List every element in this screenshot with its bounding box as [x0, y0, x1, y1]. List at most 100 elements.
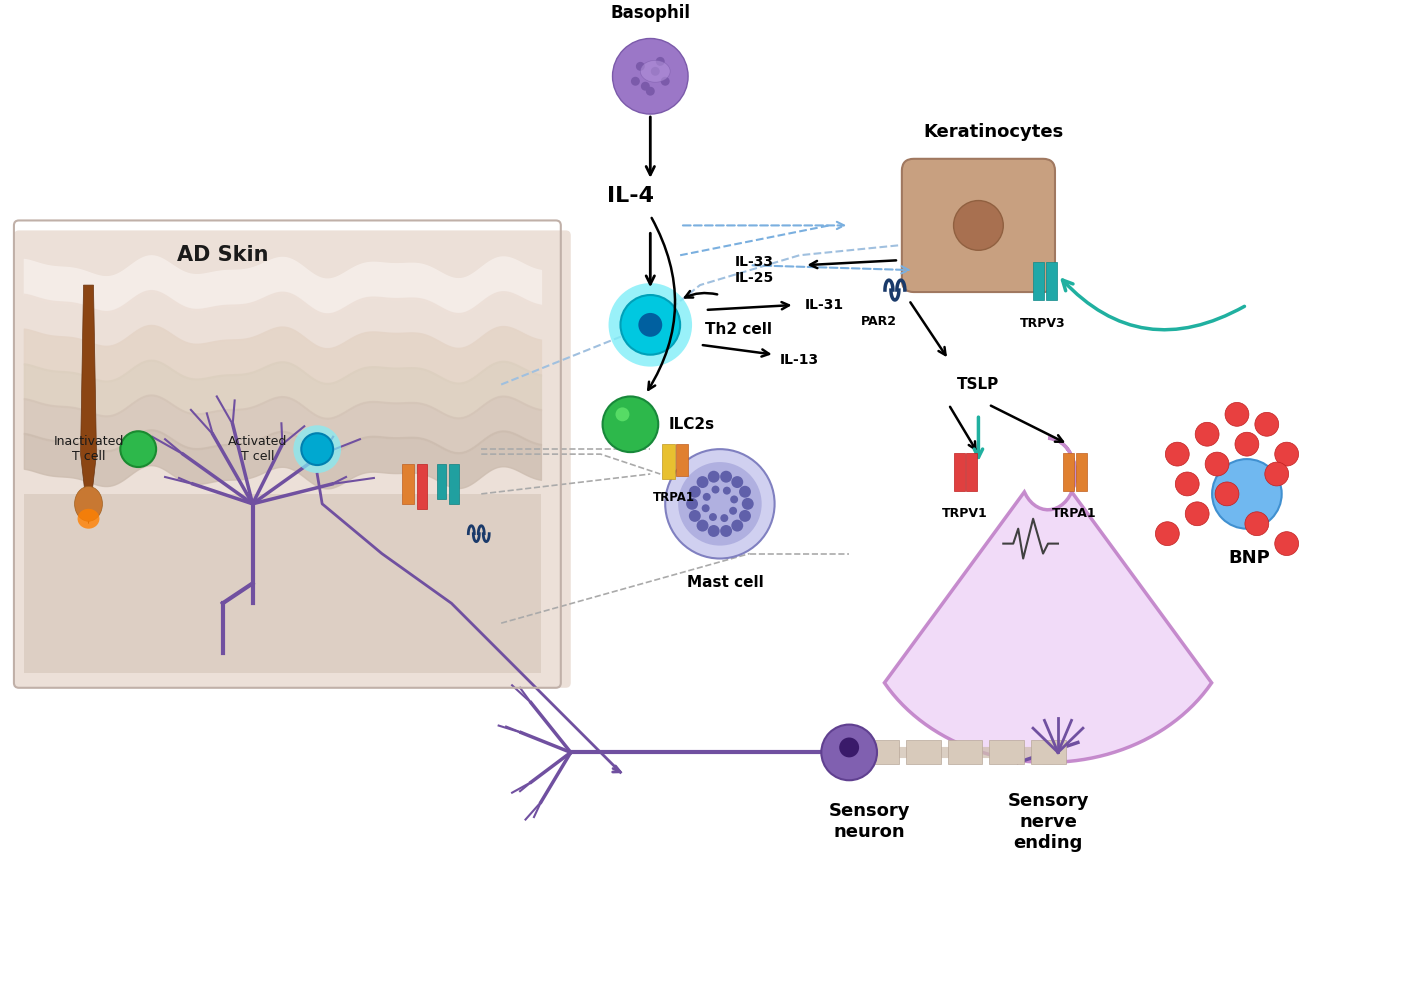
- Polygon shape: [884, 438, 1212, 763]
- Circle shape: [655, 57, 665, 66]
- Bar: [966, 453, 977, 490]
- Text: TRPA1: TRPA1: [654, 490, 695, 504]
- Bar: [948, 741, 983, 765]
- Bar: [905, 741, 941, 765]
- Circle shape: [1175, 472, 1199, 495]
- Circle shape: [702, 505, 710, 513]
- Circle shape: [720, 515, 728, 523]
- Bar: [1076, 453, 1087, 490]
- Circle shape: [1234, 432, 1258, 456]
- Text: IL-33
IL-25: IL-33 IL-25: [735, 255, 775, 285]
- Circle shape: [723, 486, 731, 494]
- Text: Basophil: Basophil: [610, 4, 690, 22]
- Circle shape: [821, 725, 877, 780]
- Circle shape: [730, 507, 737, 515]
- Text: IL-31: IL-31: [804, 298, 844, 312]
- Text: TSLP: TSLP: [957, 377, 1000, 392]
- Text: PAR2: PAR2: [860, 315, 897, 328]
- Text: Th2 cell: Th2 cell: [704, 322, 772, 337]
- Text: TRPV3: TRPV3: [1021, 317, 1066, 330]
- Circle shape: [1244, 512, 1268, 536]
- Circle shape: [707, 470, 720, 482]
- Bar: [662, 444, 675, 479]
- Bar: [450, 464, 460, 504]
- Circle shape: [638, 313, 662, 336]
- Circle shape: [651, 67, 659, 76]
- Ellipse shape: [640, 60, 671, 82]
- Bar: [416, 464, 426, 509]
- Text: Keratinocytes: Keratinocytes: [924, 123, 1063, 141]
- Circle shape: [696, 476, 709, 488]
- Circle shape: [1275, 442, 1299, 466]
- Circle shape: [731, 520, 744, 532]
- Circle shape: [740, 510, 751, 522]
- Circle shape: [720, 525, 733, 537]
- Circle shape: [665, 449, 775, 559]
- Text: TRPA1: TRPA1: [1052, 507, 1097, 520]
- Circle shape: [709, 514, 717, 521]
- Text: BNP: BNP: [1227, 549, 1270, 567]
- Circle shape: [696, 520, 709, 532]
- Circle shape: [1215, 481, 1239, 506]
- Circle shape: [636, 62, 645, 71]
- Bar: [1031, 741, 1066, 765]
- Circle shape: [742, 497, 754, 510]
- Circle shape: [839, 738, 859, 758]
- Bar: [990, 741, 1024, 765]
- Circle shape: [1225, 402, 1249, 426]
- Polygon shape: [80, 285, 97, 524]
- Text: ILC2s: ILC2s: [668, 416, 714, 431]
- Circle shape: [1156, 522, 1180, 546]
- Ellipse shape: [75, 486, 103, 522]
- Circle shape: [613, 38, 688, 114]
- Bar: [1046, 262, 1057, 300]
- Circle shape: [294, 425, 342, 473]
- Text: AD Skin: AD Skin: [177, 245, 269, 265]
- Text: Mast cell: Mast cell: [686, 576, 763, 591]
- Circle shape: [689, 485, 700, 497]
- Circle shape: [730, 495, 738, 504]
- Circle shape: [620, 295, 681, 354]
- Circle shape: [301, 433, 333, 465]
- Circle shape: [603, 396, 658, 452]
- Circle shape: [1185, 502, 1209, 526]
- Circle shape: [678, 462, 762, 546]
- Circle shape: [731, 476, 744, 488]
- Circle shape: [686, 497, 697, 510]
- Circle shape: [1275, 532, 1299, 556]
- Circle shape: [1166, 442, 1189, 466]
- Circle shape: [703, 492, 710, 500]
- Bar: [436, 464, 447, 498]
- Bar: [1033, 262, 1045, 300]
- Bar: [24, 493, 541, 673]
- Circle shape: [1195, 422, 1219, 446]
- Circle shape: [609, 283, 692, 366]
- Circle shape: [720, 470, 733, 482]
- Circle shape: [1205, 452, 1229, 476]
- Circle shape: [641, 82, 650, 91]
- Text: IL-4: IL-4: [607, 185, 654, 205]
- FancyBboxPatch shape: [901, 159, 1054, 292]
- Text: IL-13: IL-13: [779, 352, 818, 366]
- Bar: [1063, 453, 1074, 490]
- Circle shape: [711, 485, 720, 493]
- Circle shape: [1212, 459, 1282, 529]
- Text: Sensory
nerve
ending: Sensory nerve ending: [1007, 792, 1088, 852]
- Text: Activated
T cell: Activated T cell: [228, 435, 287, 463]
- Ellipse shape: [77, 509, 100, 529]
- Circle shape: [953, 200, 1004, 250]
- Circle shape: [707, 525, 720, 537]
- Circle shape: [1254, 412, 1278, 436]
- Bar: [953, 453, 965, 490]
- Circle shape: [740, 485, 751, 497]
- Circle shape: [689, 510, 700, 522]
- Bar: [865, 741, 898, 765]
- Circle shape: [645, 87, 655, 96]
- Text: Sensory
neuron: Sensory neuron: [828, 802, 910, 841]
- Circle shape: [1265, 462, 1289, 485]
- Bar: [402, 464, 413, 504]
- FancyBboxPatch shape: [14, 230, 571, 688]
- Text: Inactivated
T cell: Inactivated T cell: [53, 435, 124, 463]
- Circle shape: [616, 407, 630, 421]
- Circle shape: [121, 431, 156, 467]
